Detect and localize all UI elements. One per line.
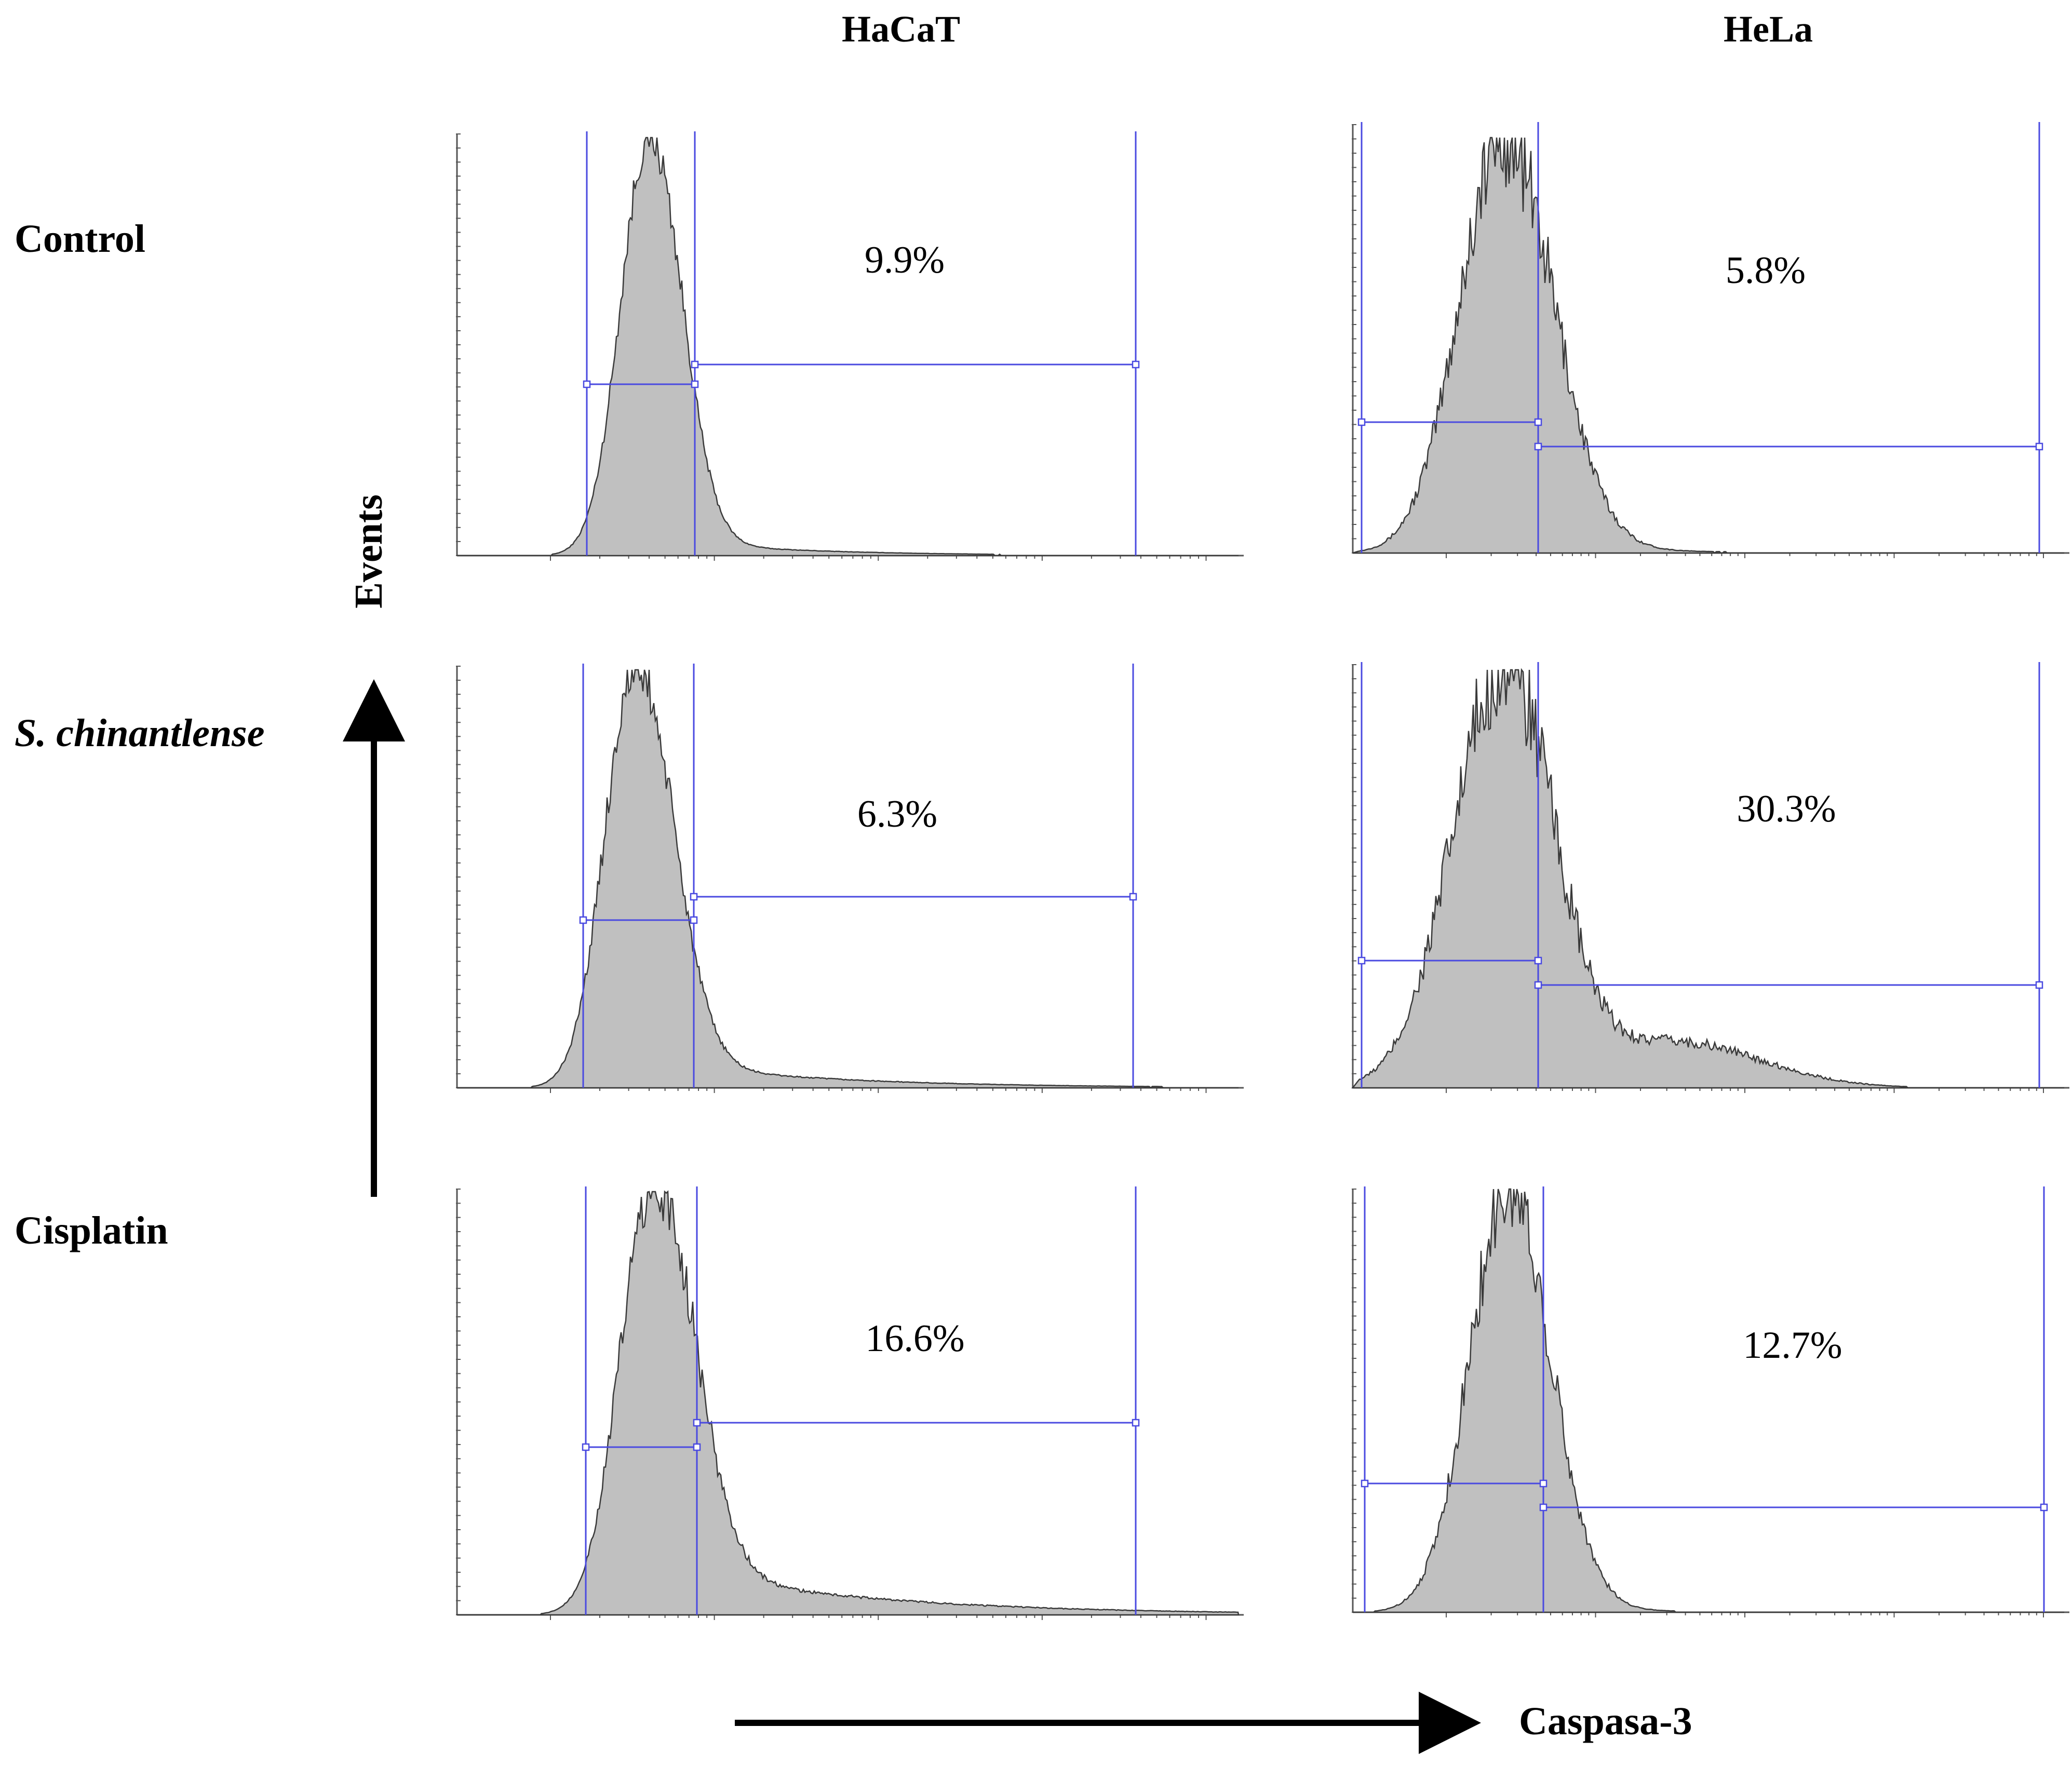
gate-handle [582, 1443, 590, 1451]
gate-handle [2035, 442, 2043, 451]
x-axis-label: Caspasa-3 [1519, 1699, 1692, 1743]
percent-label-control-hacat: 9.9% [865, 239, 945, 281]
gate-handle [1534, 981, 1542, 989]
panel-s-chinantlense-hela: 30.3% [1351, 662, 2069, 1093]
gate-handle [1132, 360, 1140, 369]
gate-handle [1132, 1419, 1140, 1427]
percent-label-s-chinantlense-hacat: 6.3% [857, 793, 937, 835]
gate-handle [1534, 418, 1542, 426]
panel-cisplatin-hela: 12.7% [1352, 1186, 2069, 1617]
percent-label-cisplatin-hacat: 16.6% [865, 1317, 964, 1360]
gate-handle [1357, 956, 1366, 965]
column-title-hacat: HaCaT [842, 8, 960, 50]
gate-handle [1534, 442, 1542, 451]
gate-handle [583, 380, 591, 388]
gate-handle [691, 380, 699, 388]
gate-handle [1539, 1503, 1548, 1512]
percent-label-s-chinantlense-hela: 30.3% [1737, 788, 1836, 830]
y-axis-label: Events [347, 494, 391, 609]
gate-handle [1357, 418, 1366, 426]
histogram-control-hacat [457, 137, 1239, 557]
gate-handle [693, 1443, 701, 1451]
panel-s-chinantlense-hacat: 6.3% [456, 664, 1244, 1093]
gate-handle [1534, 956, 1542, 965]
percent-label-control-hela: 5.8% [1726, 249, 1806, 292]
panel-cisplatin-hacat: 16.6% [456, 1186, 1244, 1620]
row-title-s-chinantlense: S. chinantlense [15, 711, 264, 755]
row-title-cisplatin: Cisplatin [15, 1209, 168, 1252]
panel-control-hela: 5.8% [1352, 122, 2069, 558]
gate-handle [691, 360, 699, 369]
histogram-cisplatin-hacat [457, 1190, 1240, 1616]
gate-handle [693, 1419, 701, 1427]
gate-handle [690, 916, 698, 924]
gate-handle [1539, 1479, 1548, 1488]
histogram-s-chinantlense-hacat [457, 669, 1239, 1089]
column-title-hela: HeLa [1724, 8, 1813, 50]
gate-handle [1129, 893, 1137, 901]
gate-handle [690, 893, 698, 901]
histogram-cisplatin-hela [1353, 1188, 2064, 1613]
panel-control-hacat: 9.9% [456, 131, 1244, 561]
gate-handle [2035, 981, 2043, 989]
gate-handle [1361, 1479, 1369, 1488]
percent-label-cisplatin-hela: 12.7% [1743, 1324, 1842, 1367]
gate-handle [2040, 1503, 2048, 1512]
row-title-control: Control [15, 217, 145, 261]
histogram-control-hela [1352, 137, 2064, 554]
gate-handle [579, 916, 587, 924]
histogram-s-chinantlense-hela [1351, 668, 2064, 1089]
